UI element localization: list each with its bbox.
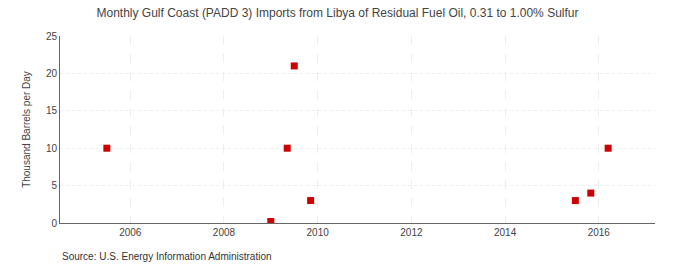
svg-text:2012: 2012 [400,227,423,238]
svg-text:2010: 2010 [307,227,330,238]
svg-text:15: 15 [46,105,58,116]
svg-text:10: 10 [46,143,58,154]
svg-text:5: 5 [51,180,57,191]
svg-text:2016: 2016 [588,227,611,238]
svg-text:25: 25 [46,31,58,42]
svg-text:Monthly Gulf Coast (PADD 3) Im: Monthly Gulf Coast (PADD 3) Imports from… [97,6,579,20]
svg-text:2008: 2008 [213,227,236,238]
svg-text:2014: 2014 [494,227,517,238]
svg-text:0: 0 [51,218,57,229]
svg-text:Source: U.S. Energy Informatio: Source: U.S. Energy Information Administ… [62,251,272,262]
svg-text:20: 20 [46,68,58,79]
svg-text:2006: 2006 [119,227,142,238]
svg-text:Thousand Barrels per Day: Thousand Barrels per Day [21,71,32,188]
